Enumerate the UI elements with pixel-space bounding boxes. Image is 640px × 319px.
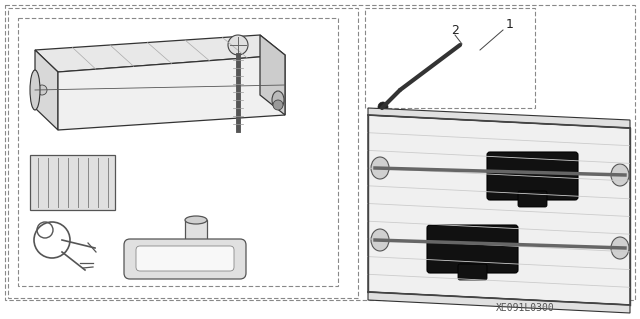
Circle shape (37, 85, 47, 95)
Bar (365, 8, 535, 108)
Ellipse shape (272, 91, 284, 109)
Bar (8, 8, 358, 298)
FancyBboxPatch shape (518, 191, 547, 207)
Polygon shape (368, 108, 630, 128)
Circle shape (378, 102, 388, 112)
FancyBboxPatch shape (458, 264, 487, 280)
Ellipse shape (611, 164, 629, 186)
Polygon shape (368, 115, 630, 305)
FancyBboxPatch shape (487, 152, 578, 200)
Text: 1: 1 (506, 19, 514, 32)
Polygon shape (260, 35, 285, 115)
Text: XE091L0300: XE091L0300 (495, 303, 554, 313)
Bar (30, 155, 115, 210)
Ellipse shape (371, 229, 389, 251)
Ellipse shape (371, 157, 389, 179)
Ellipse shape (185, 254, 207, 262)
Bar (185, 220, 207, 258)
FancyBboxPatch shape (124, 239, 246, 279)
Polygon shape (58, 55, 285, 130)
Text: 2: 2 (451, 24, 459, 36)
Circle shape (228, 35, 248, 55)
Bar (18, 18, 338, 286)
Circle shape (273, 100, 283, 110)
Ellipse shape (185, 216, 207, 224)
Polygon shape (35, 35, 285, 72)
Ellipse shape (611, 237, 629, 259)
FancyBboxPatch shape (427, 225, 518, 273)
Ellipse shape (30, 70, 40, 110)
Polygon shape (35, 50, 58, 130)
Polygon shape (368, 292, 630, 313)
FancyBboxPatch shape (136, 246, 234, 271)
